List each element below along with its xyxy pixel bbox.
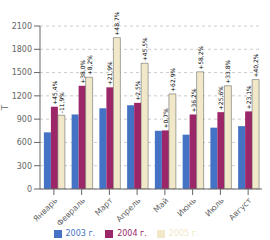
svg-text:+62,9%: +62,9% — [169, 68, 176, 92]
svg-text:Март: Март — [93, 196, 115, 218]
svg-text:900: 900 — [17, 115, 32, 124]
svg-text:+36,2%: +36,2% — [190, 88, 197, 112]
html-text:2004 г.: 2004 г. — [117, 229, 147, 238]
svg-text:+0,7%: +0,7% — [162, 108, 169, 129]
svg-text:Июнь: Июнь — [176, 196, 199, 219]
svg-text:1800: 1800 — [12, 45, 32, 54]
svg-text:Апрель: Апрель — [115, 196, 143, 224]
svg-text:0: 0 — [27, 185, 32, 194]
svg-text:300: 300 — [17, 162, 32, 171]
svg-text:+21,9%: +21,9% — [106, 61, 113, 85]
svg-text:-11,9%: -11,9% — [58, 92, 65, 114]
svg-text:+38,0%: +38,0% — [79, 59, 86, 83]
svg-text:Февраль: Февраль — [55, 196, 87, 228]
svg-text:2100: 2100 — [12, 22, 32, 31]
html-text:2005 г.: 2005 г. — [168, 229, 199, 238]
svg-text:+8,2%: +8,2% — [86, 55, 93, 76]
svg-text:1500: 1500 — [12, 68, 32, 77]
html-text:2003 г.: 2003 г. — [65, 229, 96, 238]
svg-text:+25,6%: +25,6% — [217, 86, 224, 110]
svg-text:Май: Май — [152, 196, 170, 214]
svg-text:Июль: Июль — [203, 196, 226, 219]
svg-text:Январь: Январь — [32, 196, 60, 224]
svg-text:1200: 1200 — [12, 92, 32, 101]
svg-text:+40,2%: +40,2% — [252, 53, 259, 77]
svg-text:+33,8%: +33,8% — [224, 59, 231, 83]
svg-text:Т: Т — [8, 104, 10, 111]
svg-text:600: 600 — [17, 138, 32, 147]
svg-text:+23,1%: +23,1% — [245, 85, 252, 109]
svg-text:+2,5%: +2,5% — [134, 80, 141, 101]
svg-text:+48,7%: +48,7% — [113, 11, 120, 35]
svg-text:+45,4%: +45,4% — [51, 80, 58, 104]
svg-text:+58,2%: +58,2% — [197, 45, 204, 69]
svg-text:+45,5%: +45,5% — [141, 37, 148, 61]
svg-text:Август: Август — [227, 196, 254, 223]
